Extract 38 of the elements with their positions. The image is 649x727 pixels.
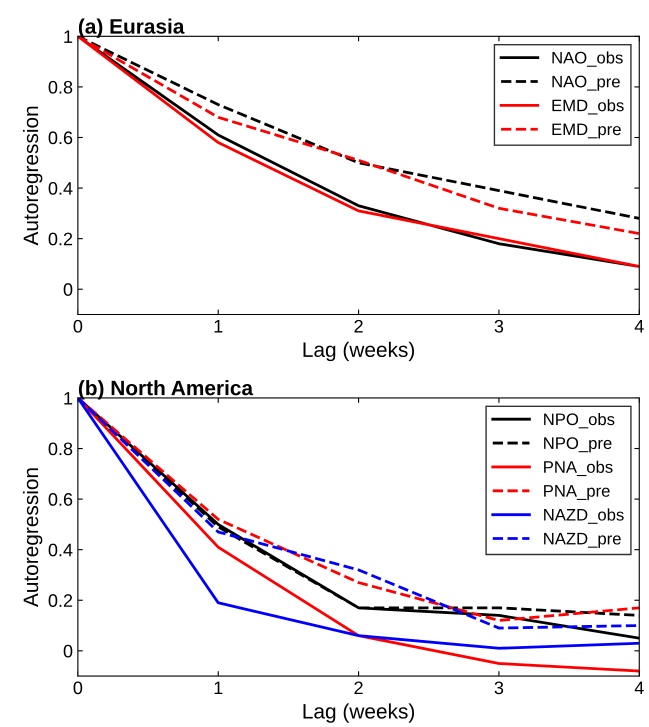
y-tick-label: 0.8 (48, 442, 72, 456)
y-tick-label: 0.2 (48, 594, 72, 607)
x-tick-label: 4 (634, 320, 644, 332)
legend-label: NPO_pre (544, 437, 612, 452)
y-tick-label: 1 (64, 30, 72, 43)
y-tick-label: 0.8 (48, 80, 72, 94)
legend-label: EMD_obs (552, 99, 624, 114)
legend-label: PNA_pre (544, 485, 610, 500)
y-tick-label: 0.4 (48, 544, 72, 556)
chart-title: (b) North America (78, 380, 254, 400)
x-tick-label: 3 (494, 320, 504, 333)
legend-label: NPO_obs (544, 412, 614, 428)
legend-label: NAZD_obs (544, 508, 624, 524)
x-tick-label: 0 (74, 681, 82, 694)
legend-label: EMD_pre (552, 124, 621, 138)
x-tick-label: 4 (634, 682, 644, 694)
x-tick-label: 1 (214, 320, 222, 332)
chart-title: (a) Eurasia (78, 18, 185, 38)
x-tick-label: 2 (354, 320, 363, 332)
x-axis-title: Lag (weeks) (304, 342, 414, 362)
x-tick-label: 2 (354, 681, 363, 694)
y-tick-label: 0.6 (48, 493, 72, 506)
y-tick-label: 0.4 (48, 182, 72, 195)
y-tick-label: 0.2 (48, 232, 72, 246)
legend-label: NAZD_pre (544, 532, 621, 548)
x-tick-label: 3 (494, 681, 504, 694)
x-tick-label: 1 (214, 682, 222, 694)
y-tick-label: 0.6 (48, 131, 72, 144)
legend-label: NAO_obs (552, 51, 623, 67)
y-axis-title: Autoregression (22, 468, 42, 608)
y-axis-title: Autoregression (22, 106, 42, 246)
legend-label: PNA_obs (544, 460, 613, 476)
x-tick-label: 0 (74, 320, 82, 333)
legend-label: NAO_pre (552, 76, 620, 91)
x-axis-title: Lag (weeks) (304, 703, 414, 723)
y-tick-label: 0 (64, 644, 72, 658)
y-tick-label: 1 (64, 392, 72, 404)
y-tick-label: 0 (64, 283, 72, 296)
